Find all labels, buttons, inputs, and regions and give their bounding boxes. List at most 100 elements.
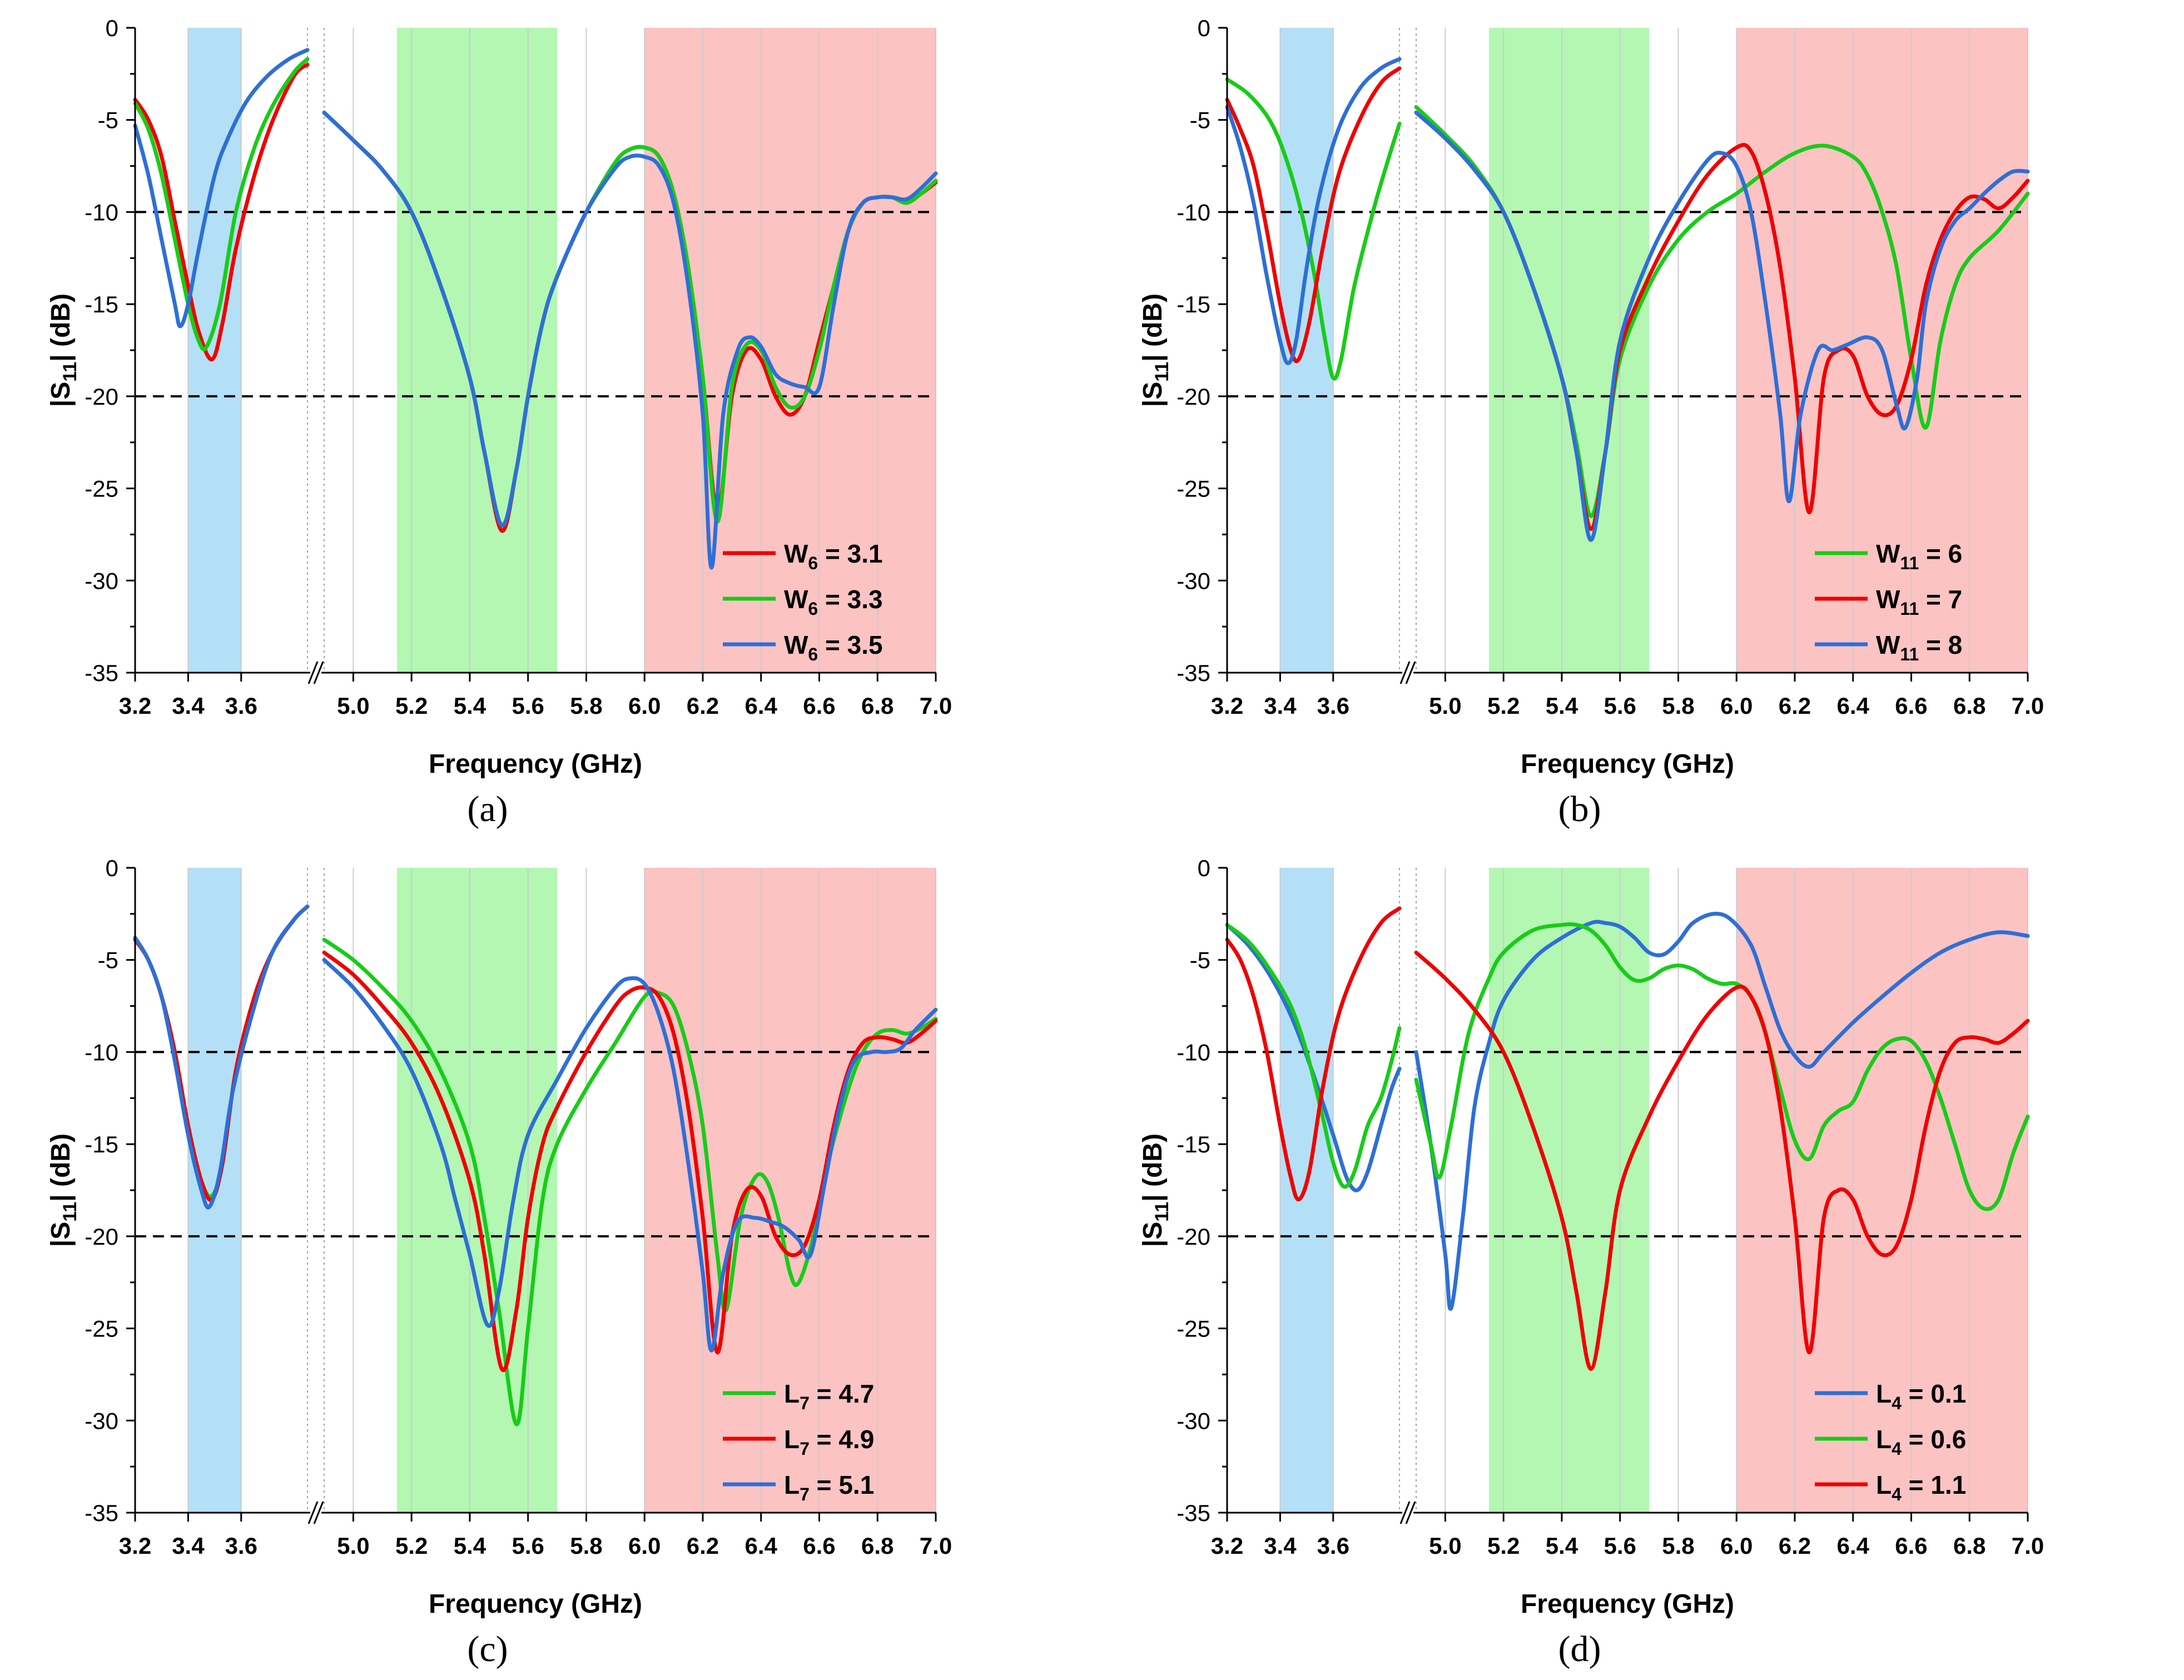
series-line <box>1414 951 2030 1371</box>
legend-label: W11 = 8 <box>1876 630 1962 664</box>
x-tick-label: 3.4 <box>172 693 205 719</box>
shaded-band <box>644 868 936 1513</box>
x-tick-label: 3.2 <box>1211 1533 1243 1559</box>
y-axis-title: |S11| (dB) <box>1138 1134 1173 1247</box>
x-axis-title: Frequency (GHz) <box>1521 749 1734 779</box>
axis-break-mark <box>313 661 324 684</box>
legend-label: L7 = 5.1 <box>784 1470 874 1504</box>
shaded-band <box>396 868 558 1513</box>
y-tick-label: -35 <box>1177 660 1210 686</box>
x-tick-label: 6.8 <box>861 693 894 719</box>
y-tick-label: -15 <box>1177 1131 1210 1157</box>
y-tick-label: -35 <box>85 1500 118 1526</box>
y-tick-label: 0 <box>1198 15 1210 41</box>
shaded-band <box>1488 868 1650 1513</box>
y-tick-label: -35 <box>1177 1500 1210 1526</box>
x-tick-label: 7.0 <box>920 693 952 719</box>
series-line <box>133 57 310 351</box>
x-axis-title: Frequency (GHz) <box>429 749 642 779</box>
x-tick-label: 6.0 <box>628 1533 661 1559</box>
y-tick-label: -30 <box>85 1408 118 1434</box>
series-line <box>322 958 938 1353</box>
legend-label: W11 = 7 <box>1876 585 1962 619</box>
y-axis-title: |S11| (dB) <box>46 294 81 407</box>
y-tick-label: 0 <box>106 855 118 881</box>
x-tick-label: 5.8 <box>570 693 602 719</box>
x-tick-label: 5.4 <box>454 693 487 719</box>
y-tick-label: -25 <box>1177 476 1210 502</box>
y-tick-label: -5 <box>98 107 118 133</box>
chart-a: 0 -5 -10 -15 -20 -25 -30 -353.2 3.4 3.6 5.0 5.2 5.4 5… <box>46 15 952 779</box>
panel-label-d: (d) <box>1558 1629 1601 1669</box>
x-tick-label: 6.0 <box>1720 1533 1753 1559</box>
y-tick-label: -30 <box>1177 1408 1210 1434</box>
x-tick-label: 6.2 <box>1779 693 1811 719</box>
chart-d: 0 -5 -10 -15 -20 -25 -30 -353.2 3.4 3.6 5.0 5.2 5.4 5… <box>1138 855 2044 1619</box>
x-tick-label: 7.0 <box>2012 1533 2044 1559</box>
x-tick-label: 5.2 <box>1487 693 1520 719</box>
x-tick-label: 7.0 <box>920 1533 952 1559</box>
x-tick-label: 5.2 <box>395 693 428 719</box>
legend-label: W6 = 3.5 <box>784 630 883 664</box>
y-tick-label: -5 <box>1190 947 1210 973</box>
y-tick-label: -20 <box>1177 1224 1210 1250</box>
x-tick-label: 5.0 <box>337 693 369 719</box>
legend-label: L4 = 0.6 <box>1876 1425 1966 1459</box>
chart-c: 0 -5 -10 -15 -20 -25 -30 -353.2 3.4 3.6 5.0 5.2 5.4 5… <box>46 855 952 1619</box>
x-tick-label: 5.2 <box>395 1533 428 1559</box>
series-line <box>1225 66 1402 364</box>
y-tick-label: -5 <box>98 947 118 973</box>
series-line <box>1414 111 2030 542</box>
x-tick-label: 6.6 <box>803 1533 835 1559</box>
legend-label: W6 = 3.1 <box>784 539 883 573</box>
y-tick-label: -10 <box>85 1039 118 1065</box>
shaded-band <box>1488 28 1650 673</box>
x-tick-label: 3.4 <box>172 1533 205 1559</box>
x-tick-label: 3.4 <box>1264 1533 1297 1559</box>
y-tick-label: -25 <box>85 1316 118 1342</box>
legend-label: W6 = 3.3 <box>784 585 883 619</box>
x-tick-label: 6.4 <box>1837 693 1870 719</box>
legend-label: L7 = 4.7 <box>784 1379 874 1413</box>
x-tick-label: 3.2 <box>119 693 151 719</box>
x-tick-label: 3.2 <box>119 1533 151 1559</box>
chart-b: 0 -5 -10 -15 -20 -25 -30 -353.2 3.4 3.6 5.0 5.2 5.4 5… <box>1138 15 2044 779</box>
x-tick-label: 6.4 <box>745 693 778 719</box>
x-tick-label: 5.8 <box>570 1533 602 1559</box>
axis-break-mark <box>313 1501 324 1524</box>
series-line <box>1414 912 2030 1311</box>
x-tick-label: 3.6 <box>1317 693 1349 719</box>
series-line <box>322 111 938 570</box>
legend-label: L4 = 0.1 <box>1876 1379 1966 1413</box>
y-tick-label: -20 <box>1177 384 1210 410</box>
x-tick-label: 5.6 <box>1604 693 1636 719</box>
x-tick-label: 3.6 <box>1317 1533 1349 1559</box>
x-tick-label: 5.6 <box>512 1533 544 1559</box>
legend-label: L7 = 4.9 <box>784 1425 874 1459</box>
x-tick-label: 6.0 <box>1720 693 1753 719</box>
legend-label: W11 = 6 <box>1876 539 1962 573</box>
axis-break-mark <box>1399 1501 1411 1524</box>
legend-label: L4 = 1.1 <box>1876 1470 1966 1504</box>
axis-break-mark <box>1405 661 1416 684</box>
y-tick-label: -20 <box>85 1224 118 1250</box>
axis-break-mark <box>1399 661 1411 684</box>
x-tick-label: 6.0 <box>628 693 661 719</box>
x-tick-label: 6.4 <box>745 1533 778 1559</box>
panel-label-a: (a) <box>467 789 508 829</box>
series-line <box>1225 77 1402 381</box>
x-tick-label: 3.6 <box>225 1533 257 1559</box>
series-line <box>1414 922 2030 1211</box>
x-tick-label: 6.8 <box>861 1533 894 1559</box>
x-tick-label: 7.0 <box>2012 693 2044 719</box>
y-tick-label: -20 <box>85 384 118 410</box>
x-tick-label: 5.2 <box>1487 1533 1520 1559</box>
y-tick-label: -30 <box>1177 568 1210 594</box>
subplot-c: 0 -5 -10 -15 -20 -25 -30 -35 3.2 3.4 3.6 5.0 5.2 5.4 5… <box>0 840 1092 1680</box>
x-tick-label: 6.2 <box>687 1533 719 1559</box>
panel-label-b: (b) <box>1558 789 1601 829</box>
y-tick-label: -15 <box>85 291 118 317</box>
shaded-band <box>396 28 558 673</box>
x-axis-title: Frequency (GHz) <box>1521 1589 1734 1619</box>
y-axis-title: |S11| (dB) <box>1138 294 1173 407</box>
